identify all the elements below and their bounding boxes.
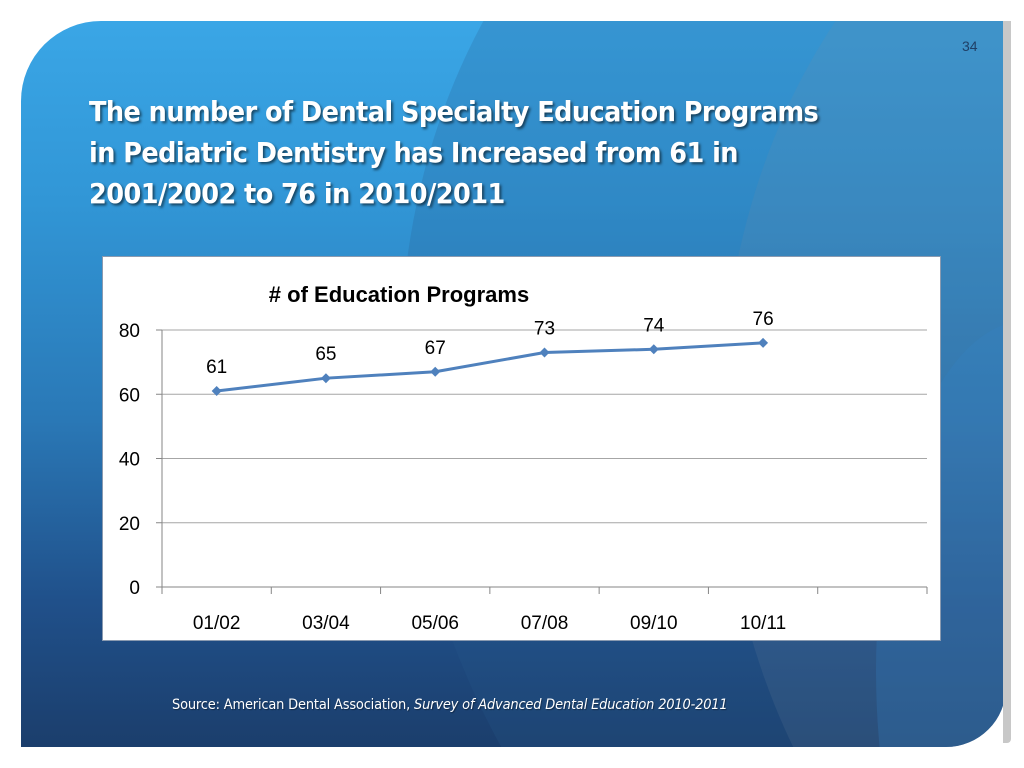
title-line: The number of Dental Specialty Education… — [89, 96, 819, 128]
data-point-marker — [320, 373, 331, 384]
x-tick-label: 05/06 — [411, 613, 459, 634]
chart-container: # of Education Programs 0 20 40 60 80 01/02 0… — [102, 256, 941, 641]
data-point-marker — [758, 337, 769, 348]
slide-edge-shadow — [1003, 21, 1011, 743]
x-tick-label: 07/08 — [521, 613, 569, 634]
y-tick-label: 40 — [119, 450, 140, 471]
slide-number: 34 — [962, 38, 978, 54]
data-point-marker — [430, 366, 441, 377]
y-tick-label: 80 — [119, 321, 140, 342]
source-citation: Source: American Dental Association, Sur… — [172, 697, 728, 713]
y-tick-label: 20 — [119, 514, 140, 535]
gridlines — [162, 329, 927, 524]
y-tick-labels: 0 20 40 60 80 — [119, 321, 140, 599]
y-tick-label: 60 — [119, 385, 140, 406]
series — [211, 337, 769, 397]
data-label: 76 — [753, 309, 774, 330]
source-publication: Survey of Advanced Dental Education 2010… — [414, 697, 728, 713]
data-point-marker — [539, 347, 550, 358]
series-line — [216, 341, 764, 393]
x-tick-label: 10/11 — [740, 613, 786, 634]
title-line: 2001/2002 to 76 in 2010/2011 — [89, 178, 505, 210]
chart-title: # of Education Programs — [269, 282, 529, 307]
data-label: 67 — [425, 338, 446, 359]
data-point-marker — [648, 344, 659, 355]
source-prefix: Source: American Dental Association, — [172, 697, 415, 713]
data-label: 61 — [206, 357, 227, 378]
title-line: in Pediatric Dentistry has Increased fro… — [89, 137, 739, 169]
x-tick-label: 03/04 — [302, 613, 350, 634]
data-labels: 61 65 67 73 74 76 — [206, 309, 774, 378]
x-tick-label: 01/02 — [193, 613, 241, 634]
data-point-marker — [211, 386, 222, 397]
y-tick-label: 0 — [129, 578, 140, 599]
data-label: 73 — [534, 318, 555, 339]
slide-title: The number of Dental Specialty Education… — [89, 92, 889, 215]
x-tick-labels: 01/02 03/04 05/06 07/08 09/10 10/11 — [193, 613, 786, 634]
data-label: 65 — [315, 344, 336, 365]
axes — [156, 329, 928, 594]
x-tick-label: 09/10 — [630, 613, 678, 634]
data-label: 74 — [643, 315, 665, 336]
